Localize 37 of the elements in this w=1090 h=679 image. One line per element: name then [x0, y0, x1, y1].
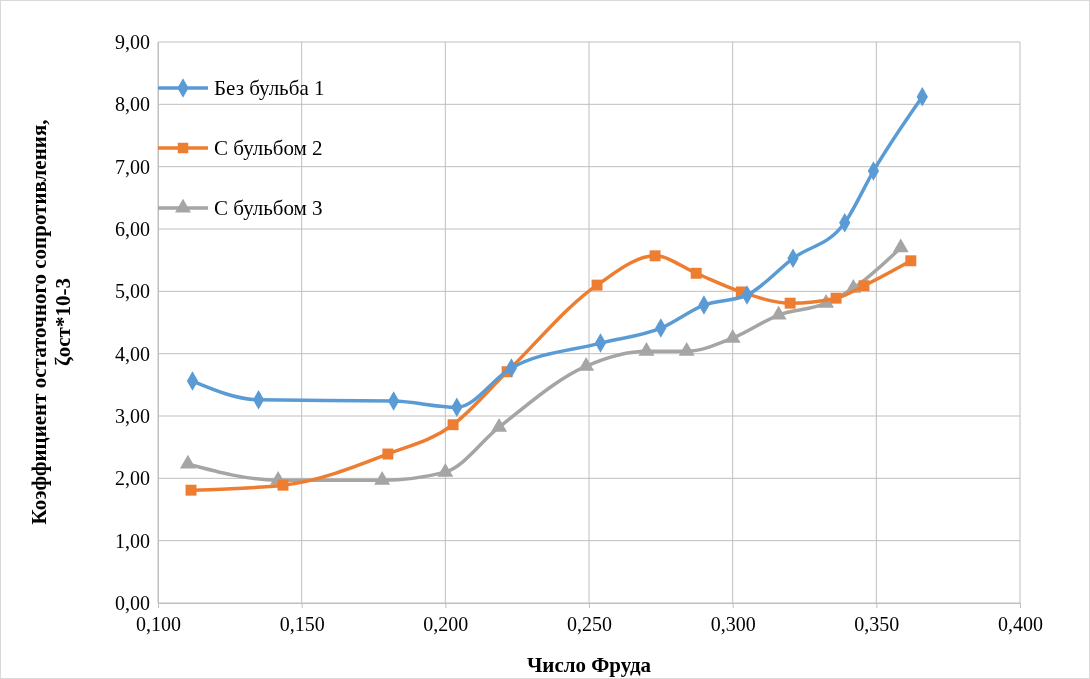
point — [277, 479, 289, 491]
point — [382, 448, 394, 460]
point — [491, 418, 508, 432]
point — [830, 292, 842, 304]
point — [905, 255, 917, 267]
x-tick-label: 0,300 — [710, 613, 756, 635]
y-tick-label: 0,00 — [115, 591, 150, 614]
point — [185, 484, 197, 496]
x-tick-label: 0,150 — [279, 613, 325, 635]
point — [591, 279, 603, 291]
y-tick-label: 2,00 — [115, 467, 150, 490]
legend-label: С бульбом 3 — [214, 196, 323, 220]
x-tick-label: 0,100 — [136, 613, 181, 635]
y-tick-label: 4,00 — [115, 342, 150, 365]
x-tick-label: 0,400 — [998, 613, 1043, 635]
y-tick-label: 5,00 — [115, 280, 150, 303]
y-tick-label: 9,00 — [115, 30, 150, 53]
y-tick-label: 6,00 — [115, 217, 150, 240]
y-tick-label: 7,00 — [115, 155, 150, 178]
y-tick-label: 8,00 — [115, 93, 150, 116]
legend-label: С бульбом 2 — [214, 136, 323, 160]
y-axis-title: Коэффициент остаточного сопротивления, ζост*10-3 — [27, 119, 76, 525]
point — [447, 419, 459, 431]
point — [374, 471, 391, 485]
point — [649, 250, 661, 262]
x-axis-title: Число Фруда — [526, 653, 652, 677]
point — [784, 297, 796, 309]
point — [690, 267, 702, 279]
x-tick-label: 0,200 — [423, 613, 469, 635]
point — [179, 454, 196, 469]
y-tick-label: 1,00 — [115, 529, 150, 552]
x-tick-label: 0,350 — [854, 613, 900, 635]
y-tick-label: 3,00 — [115, 404, 150, 427]
legend-label: Без бульба 1 — [214, 76, 325, 100]
x-tick-label: 0,250 — [567, 613, 612, 635]
point — [437, 462, 454, 477]
point — [858, 280, 870, 292]
